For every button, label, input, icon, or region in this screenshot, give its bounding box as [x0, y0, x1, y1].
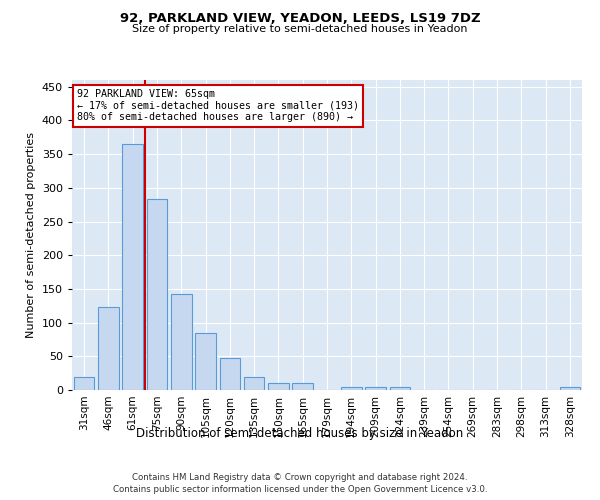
Y-axis label: Number of semi-detached properties: Number of semi-detached properties — [26, 132, 36, 338]
Bar — [122, 144, 143, 390]
Bar — [244, 376, 265, 390]
Bar — [171, 294, 191, 390]
Text: 92, PARKLAND VIEW, YEADON, LEEDS, LS19 7DZ: 92, PARKLAND VIEW, YEADON, LEEDS, LS19 7… — [119, 12, 481, 26]
Bar — [268, 384, 289, 390]
Bar — [560, 388, 580, 390]
Bar — [389, 388, 410, 390]
Bar — [341, 386, 362, 390]
Text: Distribution of semi-detached houses by size in Yeadon: Distribution of semi-detached houses by … — [136, 428, 464, 440]
Bar — [365, 386, 386, 390]
Text: Size of property relative to semi-detached houses in Yeadon: Size of property relative to semi-detach… — [132, 24, 468, 34]
Bar — [292, 384, 313, 390]
Text: Contains HM Land Registry data © Crown copyright and database right 2024.: Contains HM Land Registry data © Crown c… — [132, 472, 468, 482]
Bar — [220, 358, 240, 390]
Bar — [146, 200, 167, 390]
Bar — [74, 377, 94, 390]
Bar — [98, 307, 119, 390]
Bar — [195, 332, 216, 390]
Text: 92 PARKLAND VIEW: 65sqm
← 17% of semi-detached houses are smaller (193)
80% of s: 92 PARKLAND VIEW: 65sqm ← 17% of semi-de… — [77, 90, 359, 122]
Text: Contains public sector information licensed under the Open Government Licence v3: Contains public sector information licen… — [113, 485, 487, 494]
